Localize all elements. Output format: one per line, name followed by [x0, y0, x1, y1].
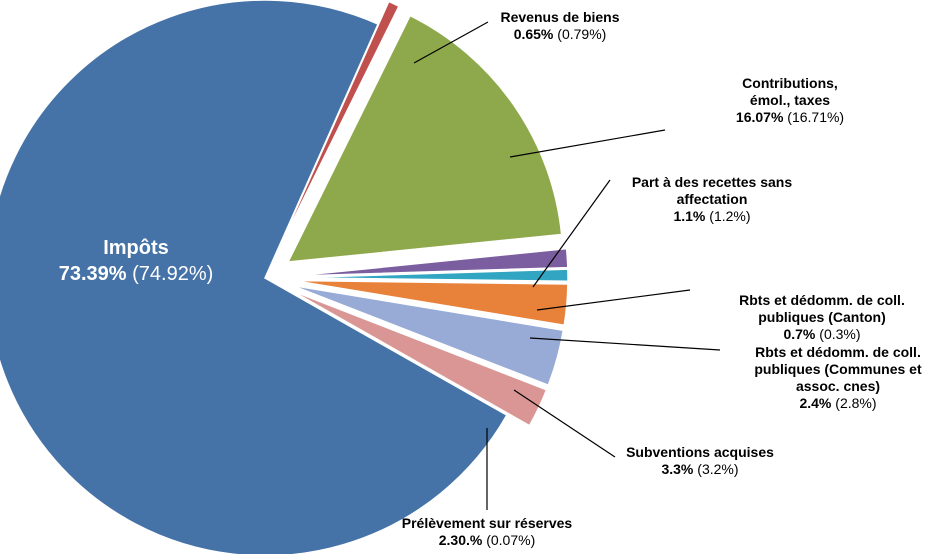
slice-label-name: Prélèvement sur réserves: [402, 515, 573, 531]
slice-label-name: Contributions,: [742, 75, 838, 91]
slice-value-previous: (0.07%): [482, 532, 535, 548]
slice-value-current: 2.4%: [799, 395, 831, 411]
slice-value-previous: (0.79%): [553, 26, 606, 42]
slice-label-name: Subventions acquises: [626, 444, 774, 460]
leader-line-2: [509, 129, 666, 158]
slice-label-name: Rbts et dédomm. de coll.: [739, 292, 905, 308]
slice-label-name: publiques (Canton): [758, 309, 886, 325]
pie-slice-5: [292, 279, 569, 327]
slice-value-current: 0.65%: [514, 26, 554, 42]
slice-label-values: 2.30.% (0.07%): [439, 532, 536, 548]
slice-label-values: 0.7% (0.3%): [783, 326, 860, 342]
leader-line-5: [529, 337, 721, 351]
pie-slice-2: [286, 14, 563, 263]
slice-label-values: 73.39% (74.92%): [59, 263, 214, 285]
slice-value-previous: (1.2%): [705, 208, 750, 224]
slice-value-current: 2.30.%: [439, 532, 483, 548]
slice-value-previous: (16.71%): [783, 109, 844, 125]
slice-value-current: 16.07%: [736, 109, 784, 125]
slice-label-name: Rbts et dédomm. de coll.: [755, 344, 921, 360]
pie-slice-6: [291, 284, 565, 387]
slice-label-values: 3.3% (3.2%): [661, 461, 738, 477]
leader-lines: [413, 21, 721, 510]
leader-line-1: [413, 21, 489, 64]
slice-value-previous: (74.92%): [127, 263, 214, 285]
slice-value-current: 0.7%: [783, 326, 815, 342]
slice-label-values: 1.1% (1.2%): [673, 208, 750, 224]
leader-line-4: [536, 289, 691, 311]
slice-label-values: 16.07% (16.71%): [736, 109, 844, 125]
slice-label-values: 2.4% (2.8%): [799, 395, 876, 411]
slice-value-previous: (3.2%): [693, 461, 738, 477]
pie-slice-7: [289, 289, 548, 427]
slice-label-name: publiques (Communes et: [754, 361, 922, 377]
pie-slices: [0, 0, 569, 554]
slice-label-name: Part à des recettes sans: [632, 174, 793, 190]
slice-label-name: assoc. cnes): [796, 378, 880, 394]
slice-value-current: 73.39%: [59, 263, 127, 285]
slice-value-current: 1.1%: [673, 208, 705, 224]
pie-slice-8: [0, 0, 508, 554]
pie-slice-4: [292, 268, 569, 283]
slice-label-values: 0.65% (0.79%): [514, 26, 607, 42]
pie-slice-3: [292, 247, 569, 277]
slice-label-name: affectation: [677, 191, 748, 207]
leader-line-6: [513, 389, 616, 458]
slice-value-previous: (2.8%): [831, 395, 876, 411]
slice-value-current: 3.3%: [661, 461, 693, 477]
slice-label-name: Impôts: [103, 237, 169, 259]
pie-slice-1: [276, 0, 400, 253]
slice-value-previous: (0.3%): [815, 326, 860, 342]
slice-label-name: Revenus de biens: [500, 9, 619, 25]
slice-label-name: émol., taxes: [750, 92, 830, 108]
leader-line-3: [532, 179, 611, 288]
